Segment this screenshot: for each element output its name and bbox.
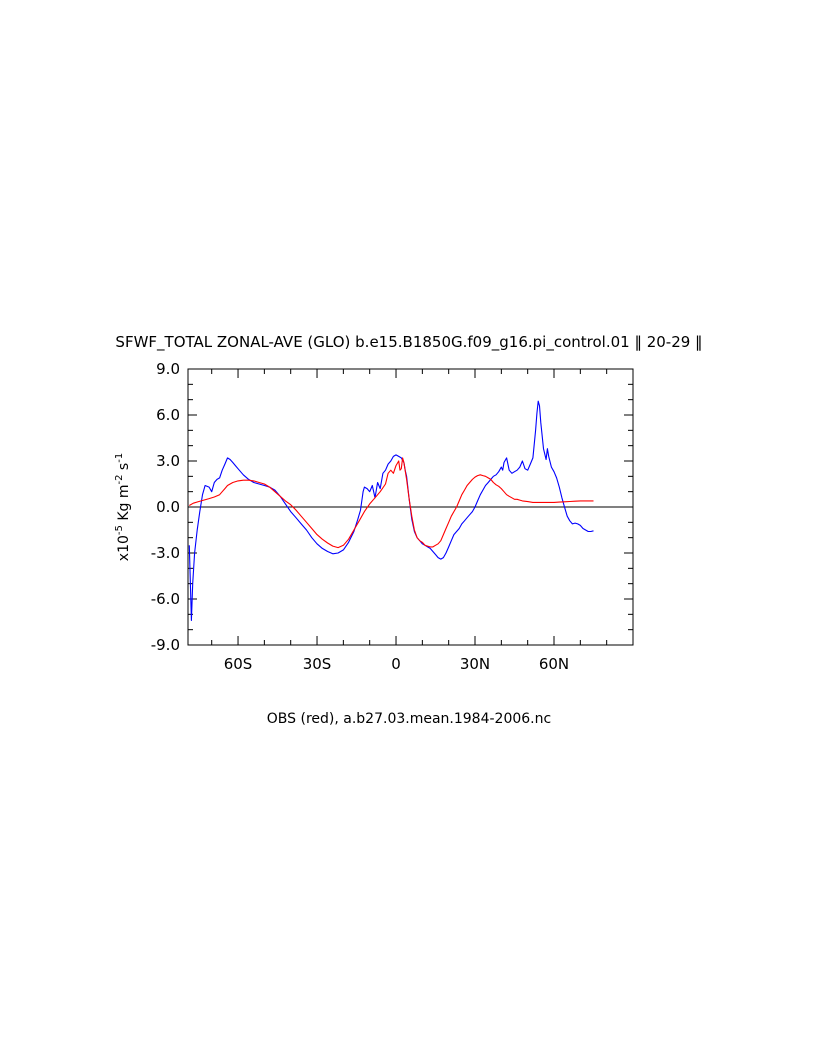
y-axis-label-exp3: -1	[114, 453, 125, 463]
y-axis-label-mid2: s	[116, 463, 132, 475]
x-tick-label: 30S	[303, 655, 332, 673]
series-line-red	[189, 457, 594, 549]
y-axis-label-exp2: -2	[114, 475, 125, 485]
x-tick-label: 60N	[539, 655, 569, 673]
y-tick-label: 6.0	[156, 406, 180, 424]
plot-area	[187, 368, 634, 646]
x-tick-label: 0	[391, 655, 401, 673]
x-tick-labels: 60S 30S 0 30N 60N	[224, 655, 569, 673]
y-tick-label: 3.0	[156, 452, 180, 470]
x-axis-label: OBS (red), a.b27.03.mean.1984-2006.nc	[267, 711, 551, 727]
y-tick-labels: 9.0 6.0 3.0 0.0 -3.0 -6.0 -9.0	[151, 360, 180, 654]
y-tick-label: 0.0	[156, 498, 180, 516]
y-tick-label: 9.0	[156, 360, 180, 378]
y-axis-label-exp1: -5	[114, 525, 125, 535]
x-tick-label: 30N	[460, 655, 490, 673]
series-line-blue	[188, 400, 594, 622]
x-tick-label: 60S	[224, 655, 253, 673]
plot-frame	[187, 368, 634, 646]
y-tick-label: -9.0	[151, 636, 180, 654]
y-axis-label-base: x10	[116, 535, 132, 561]
y-axis-label: x10-5 Kg m-2 s-1	[114, 453, 132, 561]
series-layer	[188, 400, 594, 622]
chart-title: SFWF_TOTAL ZONAL-AVE (GLO) b.e15.B1850G.…	[115, 333, 702, 352]
y-tick-label: -6.0	[151, 590, 180, 608]
y-tick-label: -3.0	[151, 544, 180, 562]
y-axis-label-mid1: Kg m	[116, 485, 132, 526]
